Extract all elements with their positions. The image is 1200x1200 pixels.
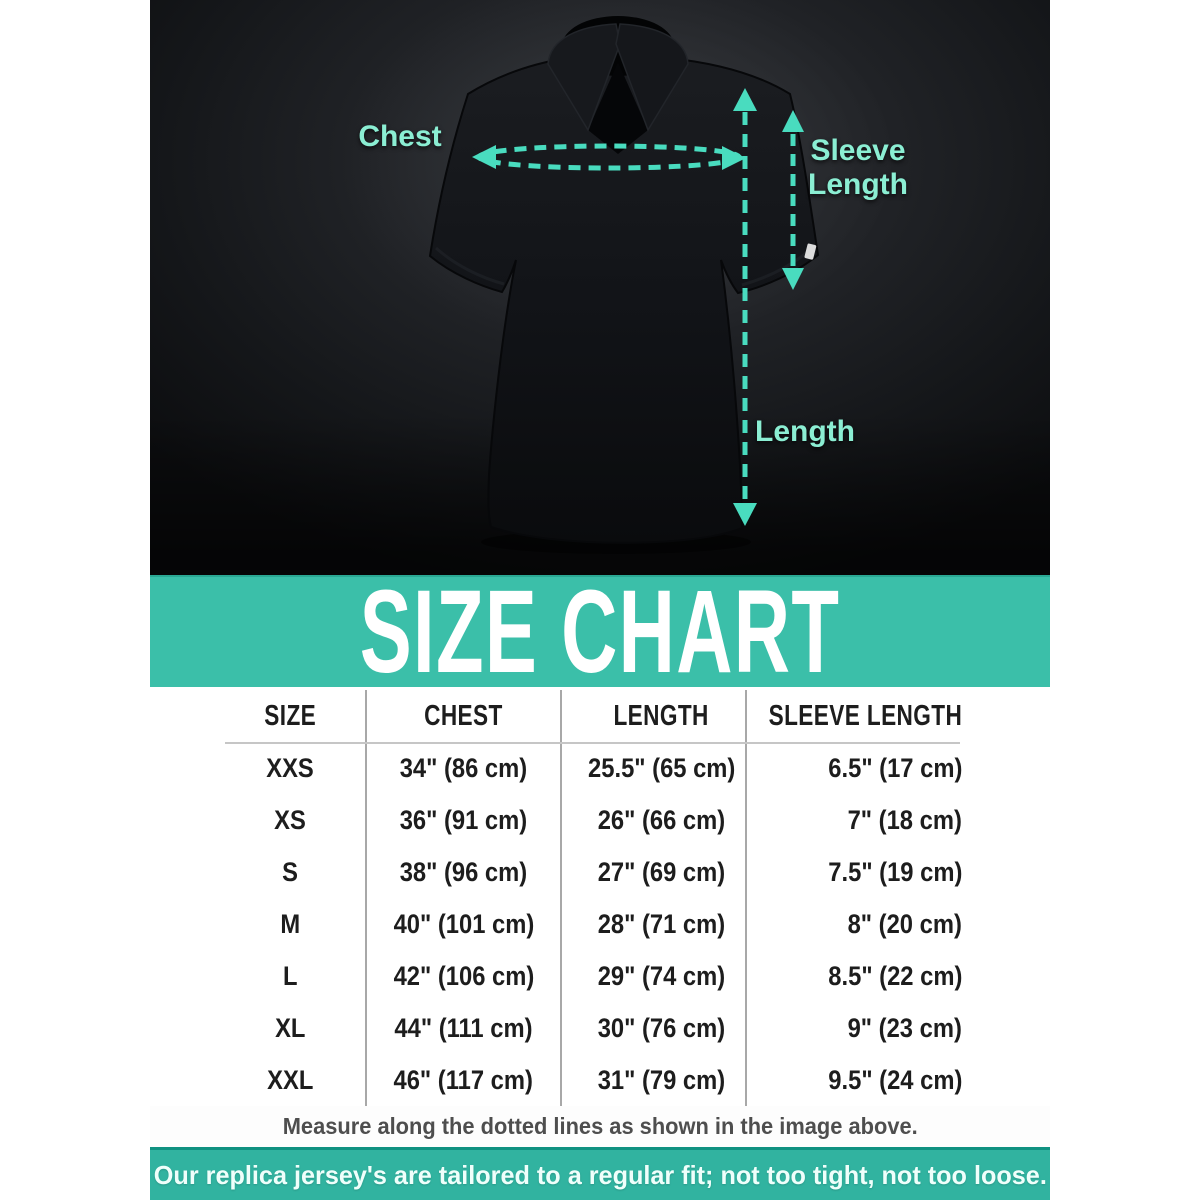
size-table: SIZE CHEST LENGTH SLEEVE LENGTH XXS 34" … <box>150 690 1050 1106</box>
header-sleeve-length: SLEEVE LENGTH <box>768 699 962 732</box>
length-label-text: Length <box>755 415 855 448</box>
sleeve-cell: 7" (18 cm) <box>847 804 962 835</box>
chest-cell: 36" (91 cm) <box>367 794 562 846</box>
header-chest: CHEST <box>367 690 562 742</box>
product-photo-section: Chest Sleeve Length Length <box>150 0 1050 575</box>
length-cell: 31" (79 cm) <box>562 1054 747 1106</box>
size-cell: L <box>150 950 367 1002</box>
size-cell: S <box>150 846 367 898</box>
length-cell: 30" (76 cm) <box>562 1002 747 1054</box>
collar-right <box>615 23 689 132</box>
polo-shirt-illustration <box>340 0 900 554</box>
length-measure-arrows <box>733 88 757 526</box>
sleeve-cell: 9" (23 cm) <box>847 1012 962 1043</box>
size-chart-title: SIZE CHART <box>359 566 841 698</box>
measure-note-text: Measure along the dotted lines as shown … <box>282 1113 918 1139</box>
chest-cell: 42" (106 cm) <box>367 950 562 1002</box>
sleeve-cell: 8.5" (22 cm) <box>827 960 962 991</box>
header-length: LENGTH <box>562 690 747 742</box>
content-sheet: Chest Sleeve Length Length SIZE CHART SI… <box>150 0 1050 1200</box>
sleeve-measure-arrows <box>782 110 804 290</box>
length-cell: 28" (71 cm) <box>562 898 747 950</box>
length-cell: 26" (66 cm) <box>562 794 747 846</box>
sleeve-label-line1: Sleeve <box>810 134 906 167</box>
size-chart-banner: SIZE CHART <box>150 566 1050 698</box>
header-size: SIZE <box>150 690 367 742</box>
chest-cell: 46" (117 cm) <box>367 1054 562 1106</box>
chest-cell: 40" (101 cm) <box>367 898 562 950</box>
chest-label: Chest <box>358 120 441 154</box>
length-cell: 25.5" (65 cm) <box>562 742 747 794</box>
size-cell: XS <box>150 794 367 846</box>
size-cell: XXL <box>150 1054 367 1106</box>
left-sleeve-seam <box>434 246 505 286</box>
sleeve-length-label: Sleeve Length <box>808 134 908 202</box>
sleeve-cell: 7.5" (19 cm) <box>827 856 962 887</box>
fit-note-bar: Our replica jersey's are tailored to a r… <box>150 1147 1050 1200</box>
sleeve-cell: 8" (20 cm) <box>847 908 962 939</box>
length-cell: 29" (74 cm) <box>562 950 747 1002</box>
size-cell: XL <box>150 1002 367 1054</box>
chest-cell: 34" (86 cm) <box>367 742 562 794</box>
chest-cell: 38" (96 cm) <box>367 846 562 898</box>
sleeve-label-line2: Length <box>808 168 908 201</box>
header-divider-line <box>225 742 960 744</box>
sleeve-cell: 9.5" (24 cm) <box>827 1064 962 1095</box>
v-neck <box>588 62 648 154</box>
chest-label-text: Chest <box>358 120 442 153</box>
fit-note-text: Our replica jersey's are tailored to a r… <box>153 1159 1047 1190</box>
length-cell: 27" (69 cm) <box>562 846 747 898</box>
size-cell: XXS <box>150 742 367 794</box>
sleeve-cell: 6.5" (17 cm) <box>827 752 962 783</box>
chest-measure-arrows <box>472 145 746 170</box>
length-label: Length <box>755 415 855 449</box>
size-cell: M <box>150 898 367 950</box>
chest-cell: 44" (111 cm) <box>367 1002 562 1054</box>
sleeve-tag <box>804 243 817 260</box>
measure-note: Measure along the dotted lines as shown … <box>150 1106 1050 1147</box>
